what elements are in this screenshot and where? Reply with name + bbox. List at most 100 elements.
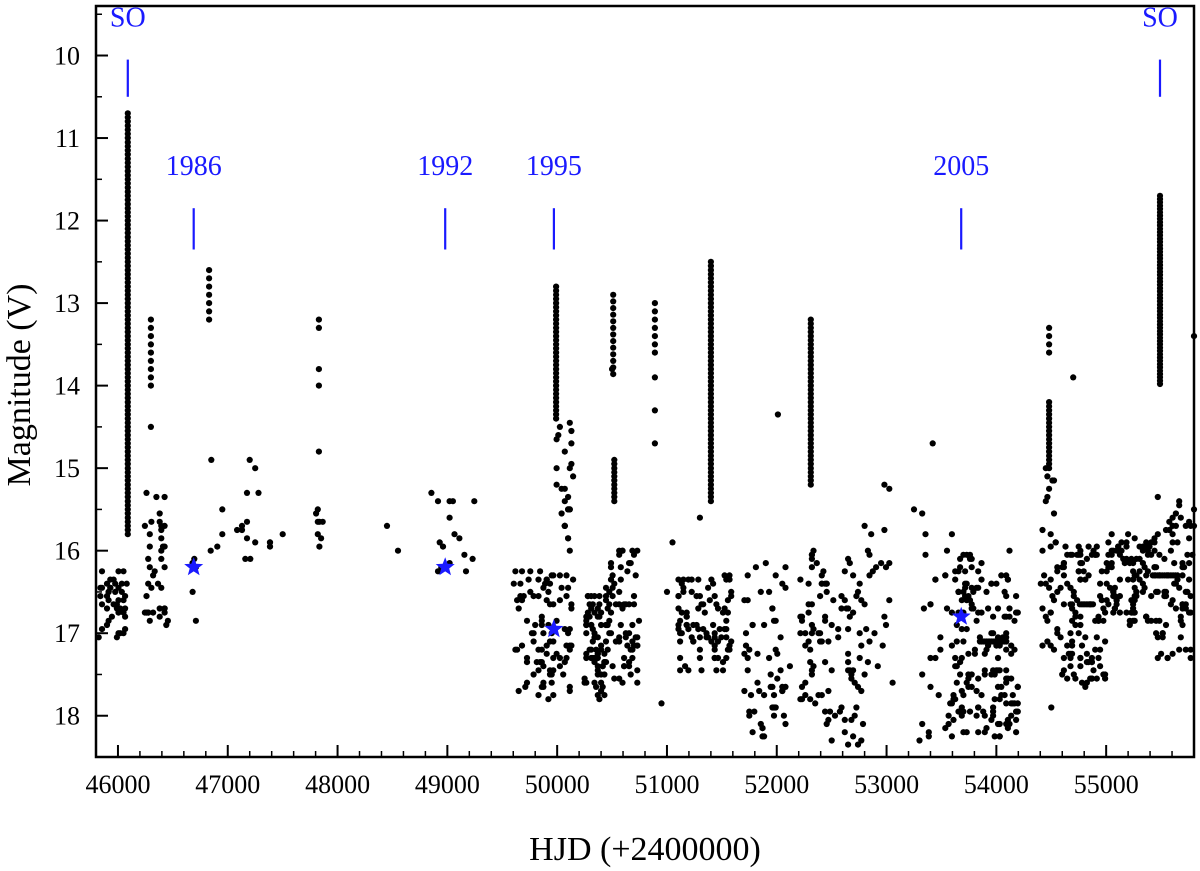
data-point bbox=[1169, 514, 1176, 521]
data-point bbox=[207, 547, 214, 554]
data-point bbox=[856, 630, 863, 637]
data-point bbox=[147, 333, 154, 340]
data-point bbox=[609, 593, 616, 600]
data-point bbox=[570, 576, 577, 583]
data-point bbox=[1159, 630, 1166, 637]
y-tick-label: 18 bbox=[54, 702, 80, 731]
data-point bbox=[143, 489, 150, 496]
annotation-label: 1992 bbox=[417, 151, 473, 182]
data-point bbox=[630, 601, 638, 608]
data-point bbox=[219, 506, 226, 513]
data-point bbox=[1013, 609, 1020, 616]
data-point bbox=[566, 687, 573, 695]
data-point bbox=[527, 588, 534, 596]
data-point bbox=[1148, 551, 1155, 558]
data-point bbox=[563, 593, 570, 600]
data-point bbox=[759, 725, 766, 732]
data-point bbox=[602, 659, 610, 666]
data-point bbox=[565, 506, 572, 513]
data-point bbox=[622, 630, 629, 637]
data-point bbox=[436, 539, 443, 546]
data-point bbox=[561, 522, 568, 530]
data-point bbox=[1151, 539, 1158, 546]
data-point bbox=[851, 712, 858, 719]
data-point bbox=[1046, 324, 1053, 331]
data-point bbox=[123, 580, 130, 587]
data-point bbox=[802, 642, 809, 649]
data-point bbox=[716, 626, 723, 633]
data-point bbox=[568, 601, 575, 608]
data-point bbox=[807, 659, 814, 666]
data-point bbox=[593, 646, 600, 653]
data-point bbox=[1072, 621, 1079, 629]
data-point bbox=[820, 568, 827, 575]
data-point bbox=[1162, 593, 1170, 600]
data-point bbox=[1174, 539, 1181, 546]
data-point bbox=[1083, 659, 1090, 666]
data-point bbox=[925, 733, 932, 740]
data-point bbox=[634, 642, 641, 649]
y-tick-label: 16 bbox=[54, 537, 80, 566]
x-axis-ticks: 46000 47000 48000 49000 50000 51000 52000 53000… bbox=[86, 745, 1195, 799]
data-point bbox=[1011, 646, 1018, 653]
data-point bbox=[540, 584, 547, 591]
data-point bbox=[1097, 580, 1104, 587]
data-point bbox=[746, 708, 753, 715]
data-point bbox=[841, 568, 848, 575]
data-point bbox=[774, 650, 781, 657]
data-point bbox=[1047, 576, 1054, 583]
data-point bbox=[807, 646, 814, 653]
data-point bbox=[823, 720, 830, 728]
y-tick-label: 17 bbox=[54, 619, 80, 648]
data-point bbox=[1059, 671, 1066, 678]
data-point bbox=[1057, 634, 1064, 641]
data-point bbox=[1003, 638, 1010, 645]
data-point bbox=[206, 275, 213, 282]
data-point bbox=[721, 605, 728, 612]
data-point bbox=[1050, 646, 1058, 653]
data-point bbox=[469, 555, 476, 563]
data-point bbox=[1060, 654, 1067, 662]
data-point bbox=[835, 634, 842, 641]
data-point bbox=[651, 341, 659, 348]
data-point bbox=[861, 601, 868, 608]
data-point bbox=[963, 597, 970, 604]
data-point bbox=[651, 440, 659, 447]
data-point bbox=[161, 605, 168, 612]
data-point bbox=[759, 733, 766, 740]
y-tick-label: 15 bbox=[54, 454, 80, 483]
data-point bbox=[1009, 692, 1016, 699]
data-point bbox=[782, 584, 789, 591]
data-point bbox=[802, 692, 809, 699]
data-point bbox=[975, 568, 982, 575]
data-point bbox=[117, 630, 124, 637]
data-point bbox=[808, 667, 816, 674]
data-point bbox=[535, 593, 542, 600]
data-point bbox=[629, 646, 636, 653]
data-point bbox=[878, 560, 885, 567]
data-point bbox=[471, 498, 478, 505]
data-point bbox=[965, 650, 972, 657]
data-point bbox=[711, 634, 718, 641]
data-point bbox=[594, 634, 601, 641]
data-point bbox=[540, 683, 547, 691]
data-point bbox=[723, 634, 730, 641]
data-point bbox=[756, 687, 763, 695]
data-point bbox=[881, 481, 888, 488]
data-point bbox=[1179, 572, 1186, 579]
data-point bbox=[1182, 522, 1189, 530]
data-point bbox=[124, 531, 131, 538]
data-point bbox=[146, 617, 153, 624]
data-point bbox=[845, 650, 852, 657]
y-axis-title: Magnitude (V) bbox=[1, 283, 38, 486]
data-point bbox=[960, 638, 967, 645]
data-point bbox=[943, 547, 951, 554]
data-point bbox=[981, 729, 988, 736]
data-point bbox=[742, 642, 750, 649]
data-point bbox=[1064, 642, 1071, 649]
data-point bbox=[916, 737, 923, 744]
data-point bbox=[985, 605, 992, 612]
data-point bbox=[690, 621, 697, 629]
data-point bbox=[978, 609, 985, 616]
data-point bbox=[156, 605, 163, 612]
